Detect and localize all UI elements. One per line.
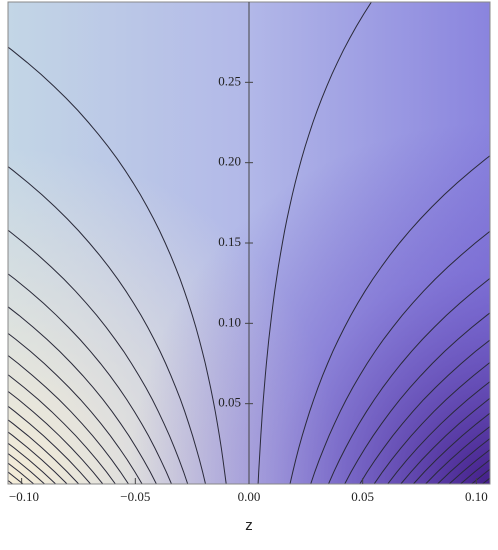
contour-line: [8, 354, 129, 484]
contour-line: [400, 397, 490, 484]
contour-line: [8, 332, 143, 484]
contour-line: [310, 230, 490, 484]
x-tick-label: −0.10: [9, 489, 39, 504]
x-axis-label: z: [245, 517, 253, 534]
y-tick-label: 0.10: [218, 314, 241, 329]
y-tick-label: 0.20: [218, 154, 241, 169]
contour-line: [8, 306, 157, 484]
contour-line: [8, 390, 104, 484]
contour-line: [387, 381, 490, 484]
x-tick-label: 0.05: [351, 489, 374, 504]
x-tick-label: −0.05: [120, 489, 150, 504]
contour-line: [289, 155, 490, 484]
contour-line: [8, 166, 206, 484]
contour-line: [8, 273, 172, 484]
contour-line: [493, 2, 498, 484]
y-tick-label: 0.15: [218, 234, 241, 249]
contour-line: [328, 277, 490, 484]
contour-line: [373, 361, 490, 484]
contour-line: [359, 339, 490, 484]
x-tick-label: 0.00: [238, 489, 261, 504]
y-tick-label: 0.25: [218, 73, 241, 88]
contour-line: [257, 2, 372, 484]
contour-line: [0, 2, 2, 484]
y-tick-label: 0.05: [218, 395, 241, 410]
x-tick-label: 0.10: [465, 489, 488, 504]
contour-line: [344, 312, 490, 484]
contour-line: [8, 374, 116, 484]
contour-line: [8, 229, 189, 484]
contour-line: [8, 46, 227, 484]
